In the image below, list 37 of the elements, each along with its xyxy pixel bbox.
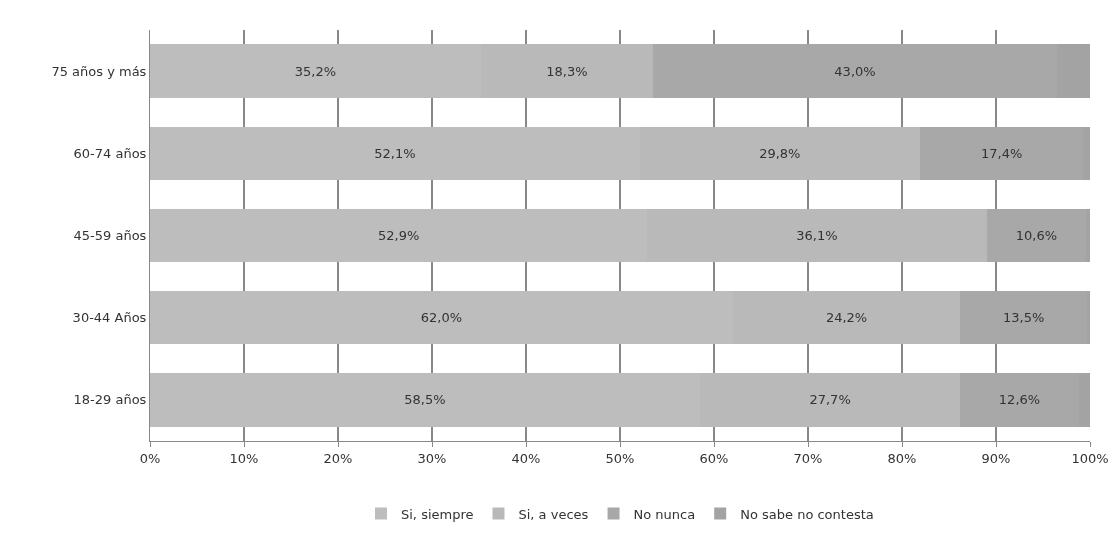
x-tick-label: 40% [511, 450, 541, 466]
data-label: 24,2% [825, 310, 868, 326]
y-tick-label: 60-74 años [73, 145, 147, 161]
data-label: 62,0% [420, 310, 463, 326]
x-tick-label: 70% [793, 450, 823, 466]
legend-label: No nunca [633, 506, 696, 522]
data-label: 18,3% [546, 63, 588, 79]
y-tick-label: 75 años y más [51, 63, 147, 79]
data-label: 35,2% [294, 63, 337, 79]
data-label: 17,4% [980, 145, 1023, 161]
y-tick-label: 45-59 años [73, 228, 147, 244]
x-tick-label: 100% [1071, 450, 1109, 466]
data-label: 29,8% [759, 145, 801, 161]
x-tick-label: 60% [699, 450, 729, 466]
x-tick-label: 0% [139, 450, 161, 466]
x-tick-label: 90% [981, 450, 1011, 466]
x-tick-label: 50% [605, 450, 635, 466]
data-label: 10,6% [1015, 228, 1058, 244]
bar [960, 290, 1088, 345]
data-label: 43,0% [834, 63, 876, 79]
bar [986, 208, 1087, 263]
y-tick-label: 18-29 años [73, 392, 147, 408]
data-label: 12,6% [998, 392, 1041, 408]
legend-label: No sabe no contesta [740, 506, 874, 522]
data-label: 52,9% [377, 228, 420, 244]
legend-label: Si, siempre [401, 506, 474, 522]
x-tick-label: 20% [323, 450, 353, 466]
x-tick-label: 80% [887, 450, 917, 466]
data-label: 36,1% [796, 228, 838, 244]
data-label: 27,7% [809, 392, 851, 408]
x-tick-label: 10% [229, 450, 259, 466]
data-label: 52,1% [374, 145, 416, 161]
y-tick-label: 30-44 Años [72, 310, 147, 326]
data-label: 13,5% [1003, 310, 1045, 326]
x-tick-label: 30% [417, 450, 447, 466]
legend-label: Si, a veces [518, 506, 589, 522]
data-label: 58,5% [404, 392, 446, 408]
